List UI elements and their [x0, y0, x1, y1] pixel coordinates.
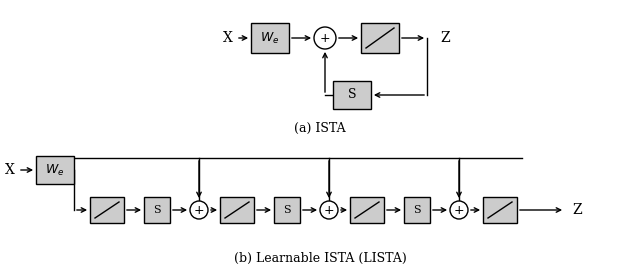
Circle shape — [450, 201, 468, 219]
Bar — [251, 23, 289, 53]
Bar — [483, 197, 517, 223]
Circle shape — [190, 201, 208, 219]
Text: X: X — [223, 31, 233, 45]
Text: +: + — [454, 203, 464, 216]
Text: S: S — [413, 205, 421, 215]
Text: (a) ISTA: (a) ISTA — [294, 121, 346, 135]
Text: S: S — [283, 205, 291, 215]
Bar — [144, 197, 170, 223]
Text: X: X — [5, 163, 15, 177]
Text: S: S — [153, 205, 161, 215]
Text: +: + — [194, 203, 204, 216]
Text: +: + — [320, 31, 330, 44]
Text: $W_e$: $W_e$ — [45, 162, 65, 177]
Text: (b) Learnable ISTA (LISTA): (b) Learnable ISTA (LISTA) — [234, 251, 406, 265]
Bar — [361, 23, 399, 53]
Bar — [36, 156, 74, 184]
Circle shape — [320, 201, 338, 219]
Text: +: + — [324, 203, 334, 216]
Text: Z: Z — [572, 203, 582, 217]
Circle shape — [314, 27, 336, 49]
Text: S: S — [348, 88, 356, 102]
Bar — [404, 197, 430, 223]
Bar — [333, 81, 371, 109]
Bar — [350, 197, 384, 223]
Bar — [220, 197, 254, 223]
Text: $W_e$: $W_e$ — [260, 31, 280, 46]
Bar — [274, 197, 300, 223]
Bar — [90, 197, 124, 223]
Text: Z: Z — [440, 31, 450, 45]
